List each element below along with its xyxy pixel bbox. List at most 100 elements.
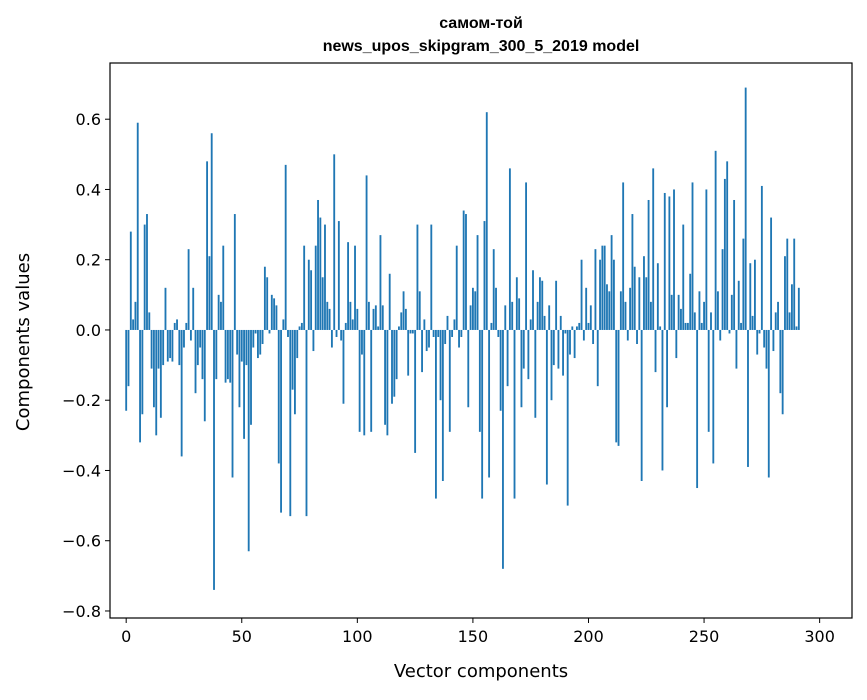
y-tick-label: −0.6 bbox=[62, 532, 101, 551]
bar-290 bbox=[795, 326, 798, 330]
bar-144 bbox=[458, 329, 460, 348]
bar-171 bbox=[520, 329, 523, 408]
bar-0 bbox=[125, 329, 128, 411]
bar-221 bbox=[636, 329, 638, 345]
bar-220 bbox=[633, 266, 636, 330]
bar-16 bbox=[162, 329, 165, 366]
bar-212 bbox=[615, 329, 618, 443]
bar-153 bbox=[478, 329, 481, 432]
bar-192 bbox=[569, 329, 571, 355]
bar-104 bbox=[365, 175, 368, 330]
bar-62 bbox=[268, 329, 271, 334]
bar-272 bbox=[753, 259, 756, 330]
bar-117 bbox=[395, 329, 398, 380]
bar-17 bbox=[164, 287, 167, 330]
bar-205 bbox=[599, 259, 601, 330]
bar-231 bbox=[659, 326, 662, 330]
bar-65 bbox=[275, 305, 278, 330]
bar-259 bbox=[723, 178, 726, 330]
bar-157 bbox=[488, 329, 491, 478]
bar-5 bbox=[136, 122, 139, 330]
bar-10 bbox=[148, 312, 151, 330]
bar-131 bbox=[428, 329, 430, 348]
bar-66 bbox=[277, 329, 280, 464]
bar-18 bbox=[166, 329, 169, 362]
bar-112 bbox=[384, 329, 386, 425]
bar-140 bbox=[448, 329, 451, 432]
bar-245 bbox=[691, 182, 694, 330]
bar-224 bbox=[643, 256, 645, 330]
bar-225 bbox=[645, 277, 648, 330]
bar-116 bbox=[393, 329, 396, 397]
bar-244 bbox=[689, 273, 692, 330]
bar-88 bbox=[328, 308, 331, 330]
bar-64 bbox=[273, 298, 276, 330]
bar-24 bbox=[180, 329, 183, 457]
bar-94 bbox=[342, 329, 345, 404]
bar-275 bbox=[760, 185, 763, 330]
bar-194 bbox=[573, 329, 576, 359]
bar-130 bbox=[425, 329, 428, 352]
bar-97 bbox=[349, 301, 352, 330]
bar-129 bbox=[423, 319, 426, 330]
bar-114 bbox=[388, 273, 391, 330]
bar-136 bbox=[439, 329, 442, 401]
bar-137 bbox=[441, 329, 444, 481]
bar-263 bbox=[733, 199, 736, 330]
bar-177 bbox=[534, 329, 537, 418]
bar-165 bbox=[506, 329, 509, 387]
bar-273 bbox=[756, 329, 759, 355]
bar-188 bbox=[559, 315, 562, 330]
y-tick-label: 0.2 bbox=[76, 251, 101, 270]
y-tick-label: 0.4 bbox=[76, 180, 101, 199]
bar-265 bbox=[737, 280, 740, 330]
bar-29 bbox=[192, 287, 195, 330]
bar-61 bbox=[266, 277, 269, 330]
bar-206 bbox=[601, 245, 604, 330]
bar-103 bbox=[363, 329, 366, 436]
bar-31 bbox=[196, 329, 199, 366]
bar-252 bbox=[707, 329, 710, 432]
bar-150 bbox=[471, 287, 474, 330]
bar-121 bbox=[404, 308, 407, 330]
bar-258 bbox=[721, 249, 724, 330]
x-tick-label: 150 bbox=[458, 627, 489, 646]
bar-254 bbox=[712, 329, 715, 464]
bar-40 bbox=[217, 294, 220, 330]
bar-271 bbox=[751, 315, 754, 330]
bar-43 bbox=[224, 329, 227, 383]
bar-164 bbox=[504, 305, 507, 330]
bar-170 bbox=[518, 298, 521, 330]
bar-200 bbox=[587, 322, 590, 330]
bar-183 bbox=[548, 305, 551, 330]
bar-147 bbox=[465, 214, 467, 330]
bar-162 bbox=[499, 329, 502, 411]
bar-37 bbox=[210, 133, 213, 330]
bar-193 bbox=[571, 326, 574, 330]
bar-106 bbox=[370, 329, 373, 432]
bar-235 bbox=[668, 196, 671, 330]
bar-69 bbox=[284, 164, 287, 330]
bar-111 bbox=[381, 305, 384, 330]
bar-146 bbox=[462, 210, 465, 330]
bar-14 bbox=[157, 329, 160, 369]
bar-2 bbox=[129, 231, 132, 330]
bar-214 bbox=[619, 291, 622, 330]
bar-51 bbox=[243, 329, 245, 439]
y-tick-label: −0.8 bbox=[62, 602, 101, 621]
bar-173 bbox=[525, 182, 527, 330]
bar-22 bbox=[176, 319, 178, 330]
bar-226 bbox=[647, 199, 650, 330]
bar-276 bbox=[763, 329, 766, 348]
bar-83 bbox=[317, 199, 319, 330]
bar-163 bbox=[502, 329, 504, 569]
bar-99 bbox=[354, 245, 356, 330]
bar-261 bbox=[728, 329, 731, 334]
bar-8 bbox=[143, 224, 146, 330]
bar-291 bbox=[797, 287, 800, 330]
bar-39 bbox=[215, 329, 218, 380]
bar-133 bbox=[432, 329, 435, 337]
bar-118 bbox=[398, 326, 400, 330]
x-axis-label: Vector components bbox=[394, 661, 568, 682]
